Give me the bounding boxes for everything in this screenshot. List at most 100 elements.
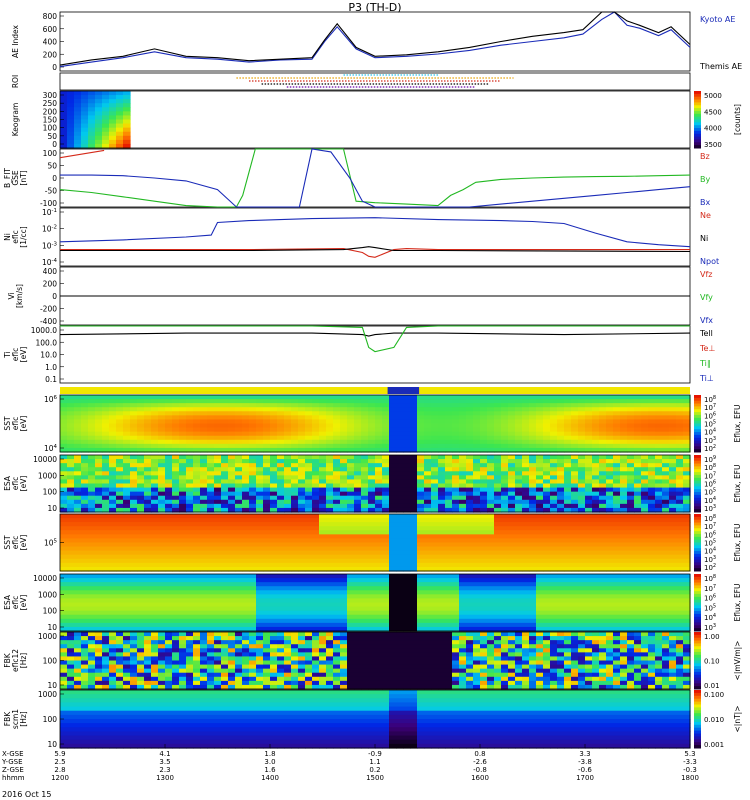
colorbar-cell — [694, 719, 701, 723]
colorbar-cell — [694, 119, 701, 123]
colorbar-cell — [694, 395, 701, 399]
colorbar-cell — [694, 519, 701, 524]
quality-strip — [60, 387, 690, 394]
colorbar-cell — [694, 683, 701, 687]
y-axis-label: ESA — [3, 594, 12, 610]
colorbar-cell — [694, 99, 701, 103]
series-line-Tell — [59, 332, 691, 337]
colorbar-label: Eflux, EFU — [733, 524, 742, 562]
colorbar-cell — [694, 128, 701, 132]
colorbar-cell — [694, 102, 701, 106]
y-axis-label: [eV] — [19, 535, 28, 551]
colorbar-tick: 107 — [704, 522, 716, 531]
colorbar-tick: 103 — [704, 436, 716, 445]
y-tick-label: 100 — [43, 607, 58, 616]
legend-entry: Bx — [700, 198, 710, 207]
legend-entry: Npot — [700, 257, 719, 266]
colorbar-cell — [694, 446, 701, 450]
colorbar-tick: 103 — [704, 504, 716, 513]
colorbar-tick: 107 — [704, 584, 716, 593]
y-axis-label: [km/s] — [15, 284, 24, 308]
colorbar-cell — [694, 556, 701, 561]
colorbar-cell — [694, 736, 701, 740]
colorbar-cell — [694, 420, 701, 424]
xaxis-value: 4.1 — [159, 750, 170, 758]
colorbar-cell — [694, 426, 701, 430]
colorbar-cell — [694, 469, 701, 473]
colorbar-tick: 108 — [704, 574, 716, 583]
y-tick-label: 0 — [52, 292, 57, 301]
panel-frame — [59, 207, 691, 267]
panel-fbk_e: 1000 100 10 1.00 0.10 0.01 <|mV/m|> — [38, 631, 742, 690]
colorbar-cell — [694, 680, 701, 684]
colorbar-cell — [694, 145, 701, 149]
y-tick-label: 106 — [44, 395, 58, 404]
colorbar-cell — [694, 130, 701, 135]
colorbar-cell — [694, 506, 701, 510]
legend-entry: Themis AE — [699, 62, 742, 71]
colorbar-tick: 108 — [704, 395, 716, 404]
colorbar-cell — [694, 133, 701, 138]
colorbar-tick: 107 — [704, 403, 716, 412]
colorbar-cell — [694, 640, 701, 644]
colorbar-cell — [694, 403, 701, 407]
colorbar-cell — [694, 533, 701, 538]
y-tick-label: 10-2 — [42, 225, 57, 234]
y-axis-label: [nT] — [19, 170, 28, 185]
y-tick-label: 200 — [43, 107, 58, 116]
colorbar-cell — [694, 713, 701, 717]
y-axis-label: GSE — [11, 170, 20, 186]
xaxis-value: -0.3 — [683, 766, 697, 774]
y-tick-label: 10-4 — [42, 258, 58, 267]
y-axis-label: [eV] — [19, 476, 28, 492]
colorbar-cell — [694, 698, 701, 703]
colorbar-cell — [694, 690, 701, 694]
colorbar-tick: 0.010 — [704, 716, 724, 724]
xaxis-value: 2.5 — [54, 758, 65, 766]
y-tick-label: 105 — [44, 539, 58, 548]
xaxis-value: 1200 — [51, 774, 69, 782]
colorbar-label: Eflux, EFU — [733, 465, 742, 503]
colorbar-cell — [694, 669, 701, 673]
y-axis-label: B_FIT — [3, 168, 12, 188]
y-tick-label: 0 — [52, 140, 57, 149]
colorbar-tick: 103 — [704, 555, 716, 564]
colorbar-tick: 0.10 — [704, 658, 720, 666]
colorbar-cell — [694, 654, 701, 659]
y-tick-label: -200 — [40, 305, 57, 314]
panel-ae: 800 600 400 200 0 Kyoto AE Themis AE — [43, 11, 742, 72]
colorbar-tick: 102 — [704, 444, 716, 453]
y-axis-label: AE Index — [11, 24, 20, 57]
y-axis-label: FBK — [3, 711, 12, 726]
colorbar-cell — [694, 553, 701, 558]
colorbar-cell — [694, 548, 701, 552]
xaxis-value: 5.3 — [684, 750, 695, 758]
colorbar-cell — [694, 742, 701, 746]
xaxis-value: -0.9 — [368, 750, 382, 758]
colorbar-cell — [694, 619, 701, 623]
y-tick-label: 100 — [43, 657, 58, 666]
colorbar-cell — [694, 576, 701, 581]
colorbar-cell — [694, 522, 701, 526]
colorbar-cell — [694, 730, 701, 734]
panel-temperature: 1000.0 100.0 10.0 1.0 0.1 Tell Te⊥ Ti∥ Ti⊥ — [31, 325, 715, 384]
y-axis-label: SST — [3, 535, 12, 550]
y-tick-label: 10 — [47, 740, 57, 749]
colorbar-label: Eflux, EFU — [733, 405, 742, 443]
y-axis-label: FBK — [3, 652, 12, 667]
date-label: 2016 Oct 15 — [2, 790, 51, 799]
y-tick-label: 800 — [43, 12, 58, 21]
colorbar-cell — [694, 96, 701, 101]
colorbar-cell — [694, 525, 701, 529]
colorbar-cell — [694, 492, 701, 496]
colorbar-cell — [694, 588, 701, 592]
colorbar-cell — [694, 432, 701, 436]
colorbar-tick: 108 — [704, 463, 716, 472]
legend-entry: Bz — [700, 152, 710, 161]
colorbar-cell — [694, 136, 701, 140]
colorbar-cell — [694, 429, 701, 433]
colorbar-cell — [694, 91, 701, 95]
colorbar-cell — [694, 591, 701, 595]
y-axis-label: SST — [3, 416, 12, 431]
